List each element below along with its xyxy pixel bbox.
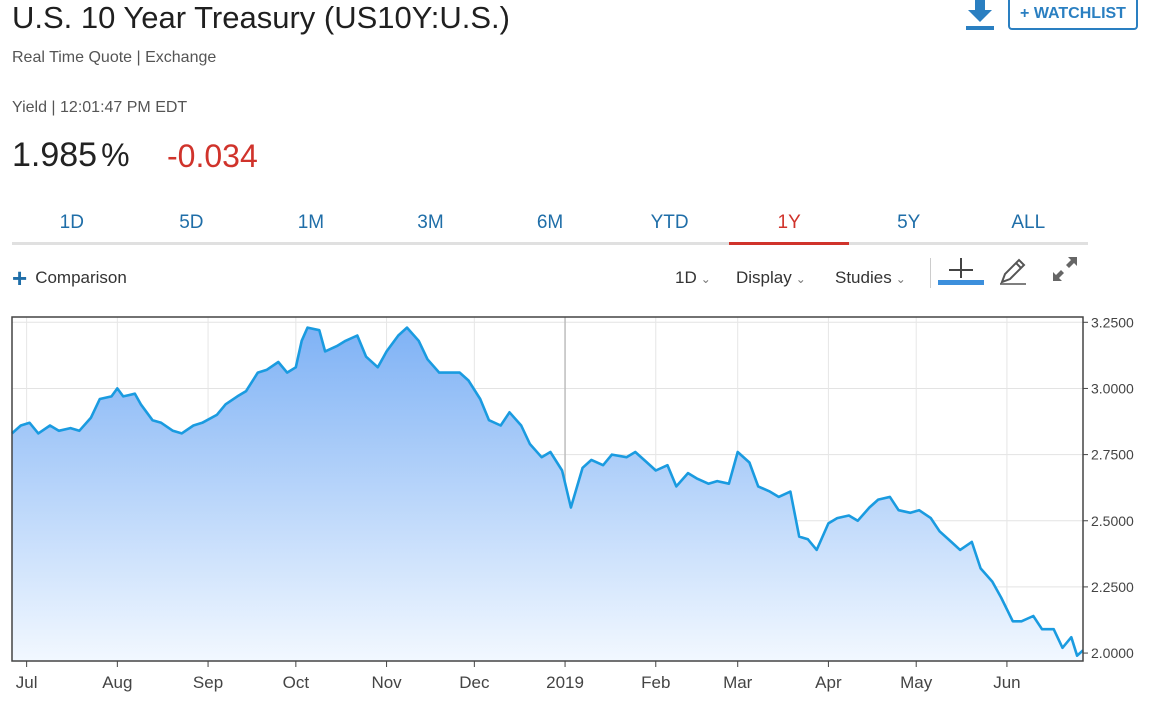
display-dropdown[interactable]: Display ⌄ xyxy=(736,268,806,288)
chevron-down-icon: ⌄ xyxy=(700,272,711,286)
x-tick-label: Nov xyxy=(371,673,402,692)
y-tick-label: 3.0000 xyxy=(1091,380,1134,396)
tab-ytd[interactable]: YTD xyxy=(650,212,689,233)
x-tick-label: 2019 xyxy=(546,673,584,692)
tab-6m[interactable]: 6M xyxy=(536,212,564,233)
price-number: 1.985 xyxy=(12,136,98,174)
yield-area xyxy=(12,327,1083,661)
comparison-button[interactable]: + Comparison xyxy=(12,263,127,293)
y-tick-label: 2.0000 xyxy=(1091,645,1134,661)
tab-5d[interactable]: 5D xyxy=(179,212,204,233)
studies-label: Studies xyxy=(835,268,892,287)
price-change: -0.034 xyxy=(167,138,258,174)
yield-line xyxy=(11,326,1084,657)
x-tick-label: May xyxy=(900,673,933,692)
crosshair-icon[interactable] xyxy=(938,256,984,291)
x-tick-label: Apr xyxy=(815,673,842,692)
tab-1m[interactable]: 1M xyxy=(297,212,325,233)
pencil-icon[interactable] xyxy=(998,256,1028,291)
x-tick-label: Jun xyxy=(993,673,1020,692)
studies-dropdown[interactable]: Studies ⌄ xyxy=(835,268,906,288)
display-label: Display xyxy=(736,268,792,287)
interval-label: 1D xyxy=(675,268,697,287)
x-tick-label: Mar xyxy=(723,673,753,692)
tab-3m[interactable]: 3M xyxy=(417,212,444,233)
yield-timestamp: Yield | 12:01:47 PM EDT xyxy=(12,99,188,116)
x-tick-label: Dec xyxy=(459,673,490,692)
tab-5y[interactable]: 5Y xyxy=(897,212,921,233)
y-tick-label: 2.5000 xyxy=(1091,513,1134,529)
interval-dropdown[interactable]: 1D ⌄ xyxy=(675,268,711,288)
x-tick-label: Aug xyxy=(102,673,132,692)
tab-all[interactable]: ALL xyxy=(1011,212,1046,233)
x-tick-label: Feb xyxy=(641,673,670,692)
price-unit: % xyxy=(101,137,130,173)
tab-1d[interactable]: 1D xyxy=(59,212,84,233)
tab-1y[interactable]: 1Y xyxy=(729,208,849,245)
comparison-label: Comparison xyxy=(35,268,127,287)
y-tick-label: 2.2500 xyxy=(1091,579,1134,595)
quote-source: Real Time Quote | Exchange xyxy=(12,49,217,66)
y-tick-label: 3.2500 xyxy=(1091,314,1134,330)
page-title: U.S. 10 Year Treasury (US10Y:U.S.) xyxy=(12,0,510,35)
timeframe-tabs: 1D 5D 1M 3M 6M YTD 1Y 5Y ALL xyxy=(12,208,1088,245)
toolbar-divider xyxy=(930,258,931,288)
download-icon[interactable] xyxy=(964,0,996,30)
chevron-down-icon: ⌄ xyxy=(895,272,906,286)
price-value: 1.985% xyxy=(12,136,130,175)
x-tick-label: Jul xyxy=(16,673,38,692)
plus-icon: + xyxy=(12,263,28,293)
y-tick-label: 2.7500 xyxy=(1091,447,1134,463)
chevron-down-icon: ⌄ xyxy=(795,272,806,286)
x-tick-label: Oct xyxy=(283,673,310,692)
expand-icon[interactable] xyxy=(1050,254,1080,289)
yield-chart[interactable]: 2.0000 2.2500 2.5000 2.7500 3.0000 3.2500 Jul… xyxy=(0,300,1162,716)
x-tick-label: Sep xyxy=(193,673,223,692)
watchlist-button[interactable]: + WATCHLIST xyxy=(1008,0,1138,30)
plot-frame xyxy=(11,316,1084,662)
